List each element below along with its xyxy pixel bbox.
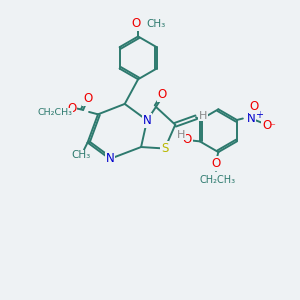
- Text: O: O: [83, 92, 92, 105]
- Text: +: +: [256, 110, 263, 120]
- Text: O: O: [250, 100, 259, 113]
- Text: H: H: [177, 130, 185, 140]
- Text: O: O: [158, 88, 167, 101]
- Text: N: N: [247, 112, 256, 125]
- Text: S: S: [161, 142, 169, 155]
- Text: O: O: [262, 118, 271, 131]
- Text: CH₂CH₃: CH₂CH₃: [200, 175, 236, 185]
- Text: CH₂CH₃: CH₂CH₃: [38, 108, 73, 117]
- Text: O: O: [67, 102, 76, 115]
- Text: O: O: [131, 17, 140, 31]
- Text: N: N: [143, 114, 152, 127]
- Text: O: O: [212, 157, 220, 170]
- Text: ⁻: ⁻: [270, 122, 275, 132]
- Text: O: O: [183, 134, 192, 146]
- Text: CH₃: CH₃: [71, 150, 91, 160]
- Text: N: N: [106, 152, 114, 165]
- Text: H: H: [198, 110, 207, 121]
- Text: CH₃: CH₃: [146, 19, 166, 29]
